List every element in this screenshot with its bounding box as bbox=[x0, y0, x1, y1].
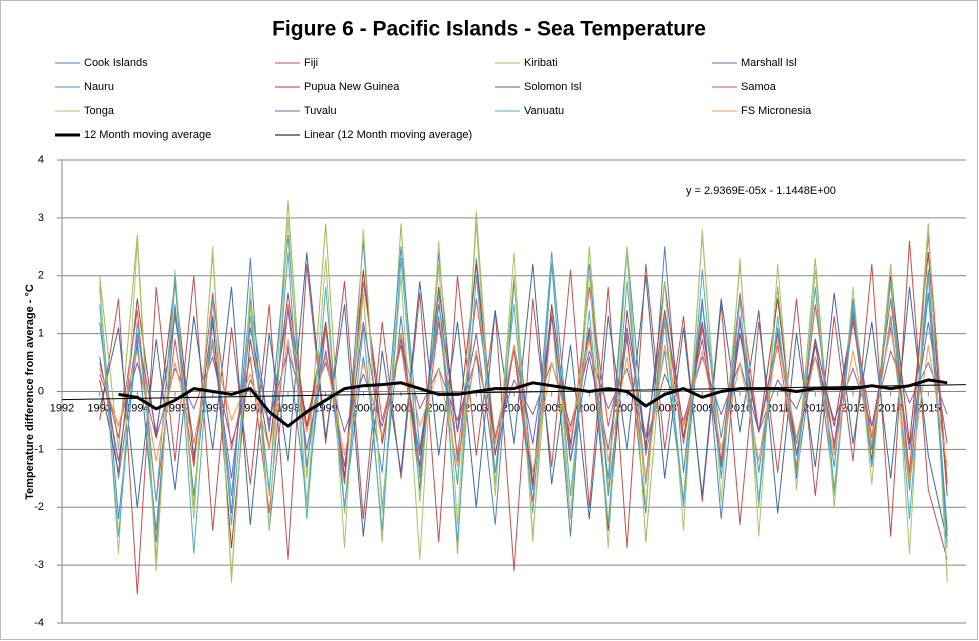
series-line bbox=[99, 321, 948, 485]
legend-label: Cook Islands bbox=[84, 57, 148, 69]
series-line bbox=[61, 384, 967, 401]
legend-label: Tonga bbox=[84, 105, 115, 117]
y-tick-label: -2 bbox=[34, 501, 44, 513]
chart-title: Figure 6 - Pacific Islands - Sea Tempera… bbox=[272, 18, 706, 41]
y-tick-label: 4 bbox=[38, 154, 44, 166]
legend-label: Linear (12 Month moving average) bbox=[304, 129, 472, 141]
y-axis-label: Temperature difference from average - °C bbox=[24, 284, 36, 500]
legend-label: Fiji bbox=[304, 57, 318, 69]
y-tick-label: 3 bbox=[38, 212, 44, 224]
x-tick-label: 2013 bbox=[841, 402, 865, 414]
legend-label: Nauru bbox=[84, 81, 114, 93]
y-tick-label: 1 bbox=[38, 328, 44, 340]
x-tick-label: 2006 bbox=[577, 402, 601, 414]
series-line bbox=[99, 304, 948, 479]
x-tick-label: 2004 bbox=[502, 402, 526, 414]
trend-equation: y = 2.9369E-05x - 1.1448E+00 bbox=[686, 185, 836, 197]
x-tick-label: 2011 bbox=[766, 402, 790, 414]
series-line bbox=[99, 240, 948, 543]
y-tick-label: 0 bbox=[38, 385, 44, 397]
legend-label: 12 Month moving average bbox=[84, 129, 211, 141]
legend-label: Marshall Isl bbox=[741, 57, 797, 69]
legend-label: Pupua New Guinea bbox=[304, 81, 400, 93]
legend-label: FS Micronesia bbox=[741, 105, 812, 117]
x-tick-label: 2010 bbox=[728, 402, 752, 414]
x-tick-label: 1992 bbox=[50, 402, 74, 414]
legend-label: Kiribati bbox=[524, 57, 558, 69]
x-tick-label: 2009 bbox=[690, 402, 714, 414]
y-tick-label: -1 bbox=[34, 443, 44, 455]
legend-label: Solomon Isl bbox=[524, 81, 581, 93]
y-tick-label: -4 bbox=[34, 617, 44, 629]
y-tick-label: -3 bbox=[34, 559, 44, 571]
legend-label: Samoa bbox=[741, 81, 777, 93]
legend-label: Vanuatu bbox=[524, 105, 564, 117]
legend-label: Tuvalu bbox=[304, 105, 337, 117]
y-tick-label: 2 bbox=[38, 270, 44, 282]
